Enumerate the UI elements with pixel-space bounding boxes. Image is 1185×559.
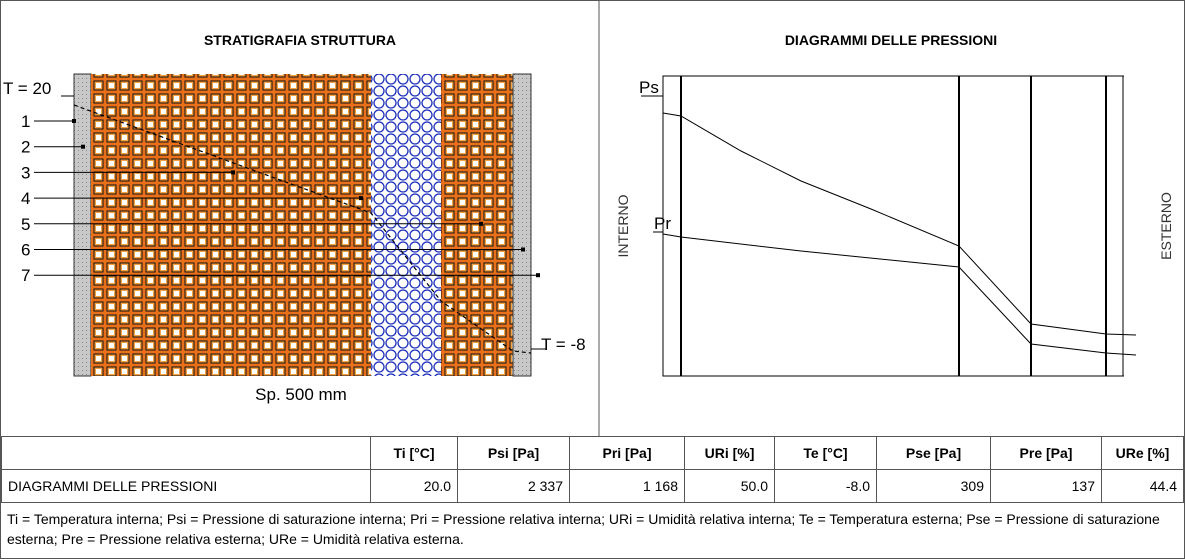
layer-number: 6 <box>21 241 30 260</box>
brick-layer <box>441 74 513 376</box>
layer-number: 1 <box>21 112 30 131</box>
cell: 20.0 <box>370 469 458 503</box>
panel-title: DIAGRAMMI DELLE PRESSIONI <box>785 32 997 48</box>
side-label: ESTERNO <box>1158 192 1174 260</box>
layer-number: 5 <box>21 215 30 234</box>
data-row: DIAGRAMMI DELLE PRESSIONI 20.0 2 337 1 1… <box>1 469 1184 503</box>
temperature-label: T = -8 <box>541 335 586 354</box>
header-cell: Pse [Pa] <box>876 436 991 470</box>
pr-label: Pr <box>654 214 671 233</box>
header-cell: Pri [Pa] <box>569 436 685 470</box>
ps-line <box>662 112 1137 336</box>
header-cell: Te [°C] <box>774 436 877 470</box>
side-label: INTERNO <box>615 194 631 257</box>
header-cell: URi [%] <box>684 436 775 470</box>
panel-title: STRATIGRAFIA STRUTTURA <box>204 32 396 48</box>
layer-number: 3 <box>21 163 30 182</box>
cell: 2 337 <box>457 469 570 503</box>
plaster-layer <box>73 73 92 377</box>
header-cell: URe [%] <box>1101 436 1184 470</box>
layer-marker <box>359 196 363 201</box>
layer-labels: 1 2 3 4 5 6 7 <box>21 112 540 285</box>
row-label: DIAGRAMMI DELLE PRESSIONI <box>1 469 371 503</box>
drawing-area: STRATIGRAFIA STRUTTURA DIAGRAMMI DELLE P… <box>3 1 1184 436</box>
legend-note: Ti = Temperatura interna; Psi = Pression… <box>7 511 1160 547</box>
pr-line <box>662 233 1137 356</box>
temperature-line <box>73 104 532 354</box>
layer-number: 2 <box>21 138 30 157</box>
insulation-layer <box>371 74 441 376</box>
cell: -8.0 <box>774 469 877 503</box>
header-cell <box>1 436 371 470</box>
header-row: Ti [°C] Psi [Pa] Pri [Pa] URi [%] Te [°C… <box>1 436 1184 470</box>
cell: 50.0 <box>684 469 775 503</box>
thickness-label: Sp. 500 mm <box>255 385 347 404</box>
cell: 1 168 <box>569 469 685 503</box>
plaster-layer <box>512 73 532 377</box>
layer-marker <box>536 273 540 278</box>
header-cell: Ti [°C] <box>370 436 458 470</box>
layer-marker <box>479 221 483 226</box>
brick-layer <box>91 74 371 376</box>
layer-number: 7 <box>21 266 30 285</box>
temperature-label: T = 20 <box>3 79 51 98</box>
layer-marker <box>72 119 76 123</box>
ps-label: Ps <box>639 78 659 97</box>
diagram-frame <box>662 75 1137 377</box>
mask <box>1124 75 1184 377</box>
results-table: Ti [°C] Psi [Pa] Pri [Pa] URi [%] Te [°C… <box>1 436 1184 503</box>
cell: 309 <box>876 469 991 503</box>
cell: 137 <box>990 469 1102 503</box>
cell: 44.4 <box>1101 469 1184 503</box>
layer-marker <box>81 144 85 149</box>
layer-number: 4 <box>21 189 30 208</box>
header-cell: Psi [Pa] <box>457 436 570 470</box>
layer-marker <box>231 170 235 175</box>
layer-marker <box>521 247 525 252</box>
header-cell: Pre [Pa] <box>990 436 1102 470</box>
